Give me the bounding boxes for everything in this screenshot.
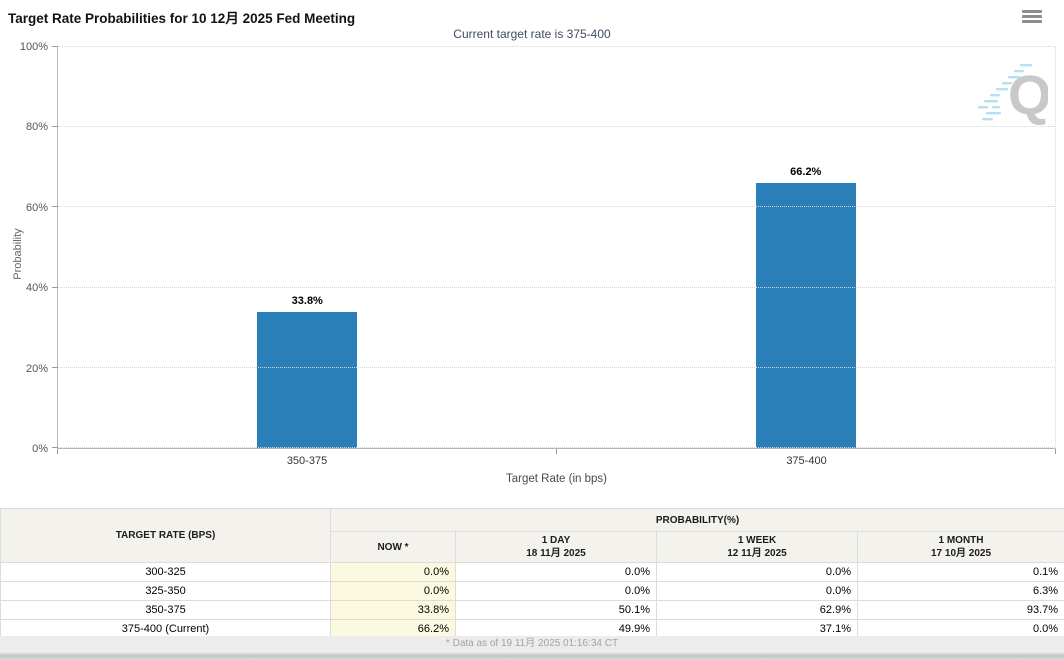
y-axis-tick: [52, 286, 58, 288]
x-axis-title: Target Rate (in bps): [506, 473, 607, 485]
col-header-date: 18 11月 2025: [526, 548, 586, 559]
gridline: [58, 447, 1055, 448]
bar-slot: 33.8%: [58, 47, 557, 448]
x-tick-label: 375-400: [786, 455, 827, 467]
col-header-date: 17 10月 2025: [930, 548, 992, 559]
gridline: [58, 206, 1055, 208]
quikstrike-watermark-icon: Q: [976, 60, 1052, 131]
col-header-date: 12 11月 2025: [727, 548, 787, 559]
day-cell: 0.0%: [455, 581, 657, 601]
week-cell: 0.0%: [656, 581, 858, 601]
col-header-1-day: 1 DAY 18 11月 2025: [455, 531, 657, 563]
col-header-line: NOW *: [377, 541, 409, 553]
month-cell: 93.7%: [856, 600, 1064, 620]
bottom-gradient-bar: [0, 651, 1064, 660]
x-tick-label: 350-375: [286, 455, 328, 467]
col-header-1-week: 1 WEEK 12 11月 2025: [656, 531, 858, 563]
table-row: 350-375 33.8% 50.1% 62.9% 93.7%: [0, 600, 1064, 620]
now-cell: 0.0%: [330, 562, 456, 582]
table-row: 325-350 0.0% 0.0% 0.0% 6.3%: [0, 581, 1064, 601]
probability-chart-plot-area: 33.8% 66.2%: [52, 46, 1056, 449]
x-axis-tick: [57, 449, 58, 454]
now-cell: 33.8%: [330, 600, 456, 620]
month-cell: 0.0%: [856, 619, 1064, 639]
y-axis-tick: [52, 447, 58, 448]
y-axis-labels: 0% 20% 40% 60% 80% 100%: [0, 41, 52, 455]
day-cell: 0.0%: [455, 562, 657, 582]
col-group-header-probability: PROBABILITY(%): [329, 508, 1064, 532]
y-tick-label: 20%: [25, 362, 48, 375]
probability-table: TARGET RATE (BPS) PROBABILITY(%) NOW * 1…: [0, 508, 1064, 639]
menu-bar: [1022, 20, 1042, 23]
col-header-now: NOW *: [330, 531, 456, 563]
menu-bar: [1022, 10, 1042, 13]
col-header-target-rate: TARGET RATE (BPS): [0, 508, 331, 563]
gridline: [58, 126, 1055, 128]
rate-cell: 300-325: [0, 562, 331, 582]
now-cell: 0.0%: [330, 581, 456, 601]
svg-text:Q: Q: [1008, 63, 1048, 126]
y-tick-label: 80%: [25, 121, 48, 134]
menu-bar: [1022, 15, 1042, 18]
col-header-1-month: 1 MONTH 17 10月 2025: [856, 531, 1064, 563]
table-row: 300-325 0.0% 0.0% 0.0% 0.1%: [0, 562, 1064, 582]
y-axis-tick: [52, 46, 58, 47]
month-cell: 0.1%: [856, 562, 1064, 582]
y-tick-label: 60%: [25, 201, 48, 214]
rate-cell: 350-375: [0, 600, 331, 620]
page-title: Target Rate Probabilities for 10 12月 202…: [8, 11, 356, 26]
y-axis-tick: [52, 366, 58, 368]
x-axis-tick: [1055, 449, 1056, 454]
bar-value-label: 33.8%: [291, 295, 323, 308]
data-as-of-note: * Data as of 19 11月 2025 01:16:34 CT: [0, 636, 1064, 651]
y-tick-label: 100%: [19, 41, 48, 53]
x-axis-tick: [556, 449, 557, 454]
gridline: [58, 286, 1055, 288]
probability-bar-375-400[interactable]: 66.2%: [755, 166, 856, 448]
month-cell: 6.3%: [856, 581, 1064, 601]
day-cell: 49.9%: [455, 619, 657, 639]
chart-subtitle: Current target rate is 375-400: [453, 27, 611, 41]
rate-cell: 325-350: [0, 581, 331, 601]
y-axis-tick: [52, 126, 58, 128]
bar-value-label: 66.2%: [790, 165, 822, 178]
y-axis-tick: [52, 206, 58, 208]
col-header-line: 1 WEEK: [737, 535, 777, 546]
col-header-line: 1 MONTH: [938, 535, 984, 546]
week-cell: 62.9%: [656, 600, 858, 620]
week-cell: 37.1%: [656, 619, 858, 639]
y-tick-label: 40%: [25, 282, 48, 295]
hamburger-menu-icon[interactable]: [1022, 10, 1042, 26]
y-tick-label: 0%: [32, 443, 48, 455]
bar-slot: 66.2%: [557, 47, 1056, 448]
day-cell: 50.1%: [455, 600, 657, 620]
col-header-line: 1 DAY: [541, 535, 571, 546]
gridline: [58, 46, 1055, 47]
week-cell: 0.0%: [656, 562, 858, 582]
gridline: [58, 366, 1055, 368]
probability-bar-350-375[interactable]: 33.8%: [257, 295, 358, 448]
